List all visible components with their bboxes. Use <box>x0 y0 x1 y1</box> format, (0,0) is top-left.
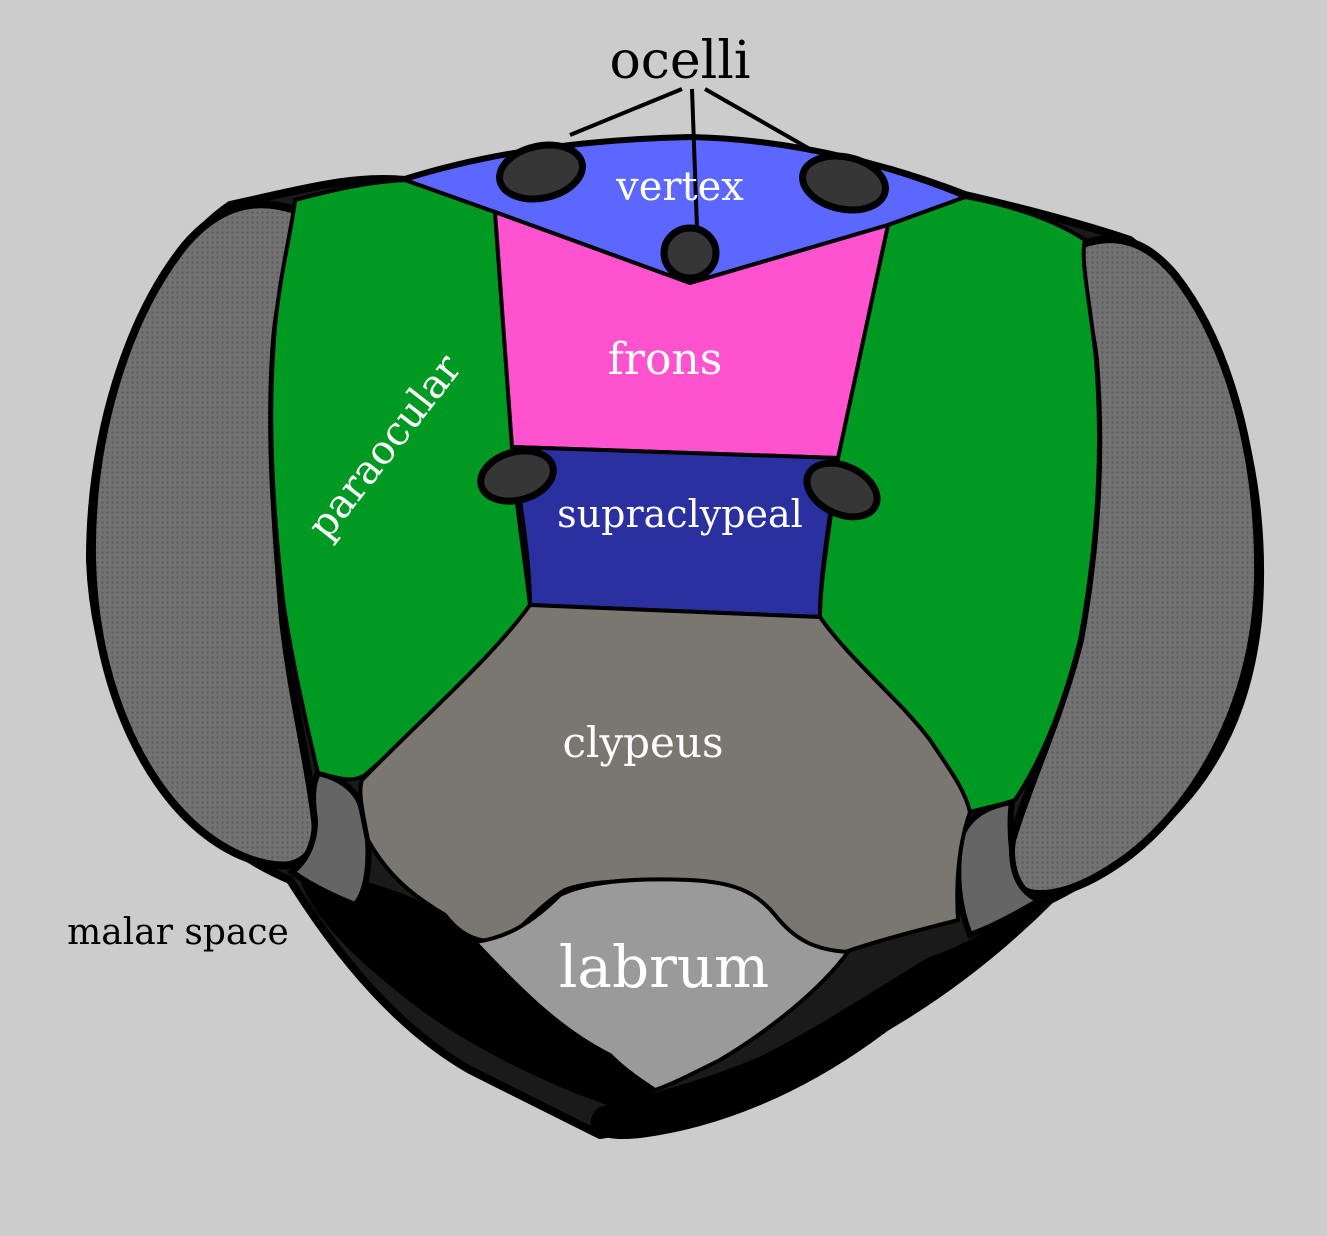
ocelli-pointer-lines <box>569 87 809 229</box>
malar-space-label: malar space <box>67 912 289 953</box>
left-lateral-ocellus <box>496 141 586 203</box>
vertex-label: vertex <box>615 164 744 210</box>
frons-label: frons <box>608 334 723 385</box>
frons-area <box>492 209 891 461</box>
right-lateral-ocellus <box>799 152 889 214</box>
median-ocellus <box>660 224 720 282</box>
supraclypeal-label: supraclypeal <box>557 492 803 536</box>
ocelli-label: ocelli <box>609 31 750 91</box>
labrum-area <box>470 877 852 1093</box>
left-antennal-socket <box>477 447 557 505</box>
labrum-label: labrum <box>559 933 769 1001</box>
clypeus-label: clypeus <box>562 718 723 767</box>
right-mandible <box>590 897 1043 1139</box>
right-antennal-socket <box>803 459 881 521</box>
